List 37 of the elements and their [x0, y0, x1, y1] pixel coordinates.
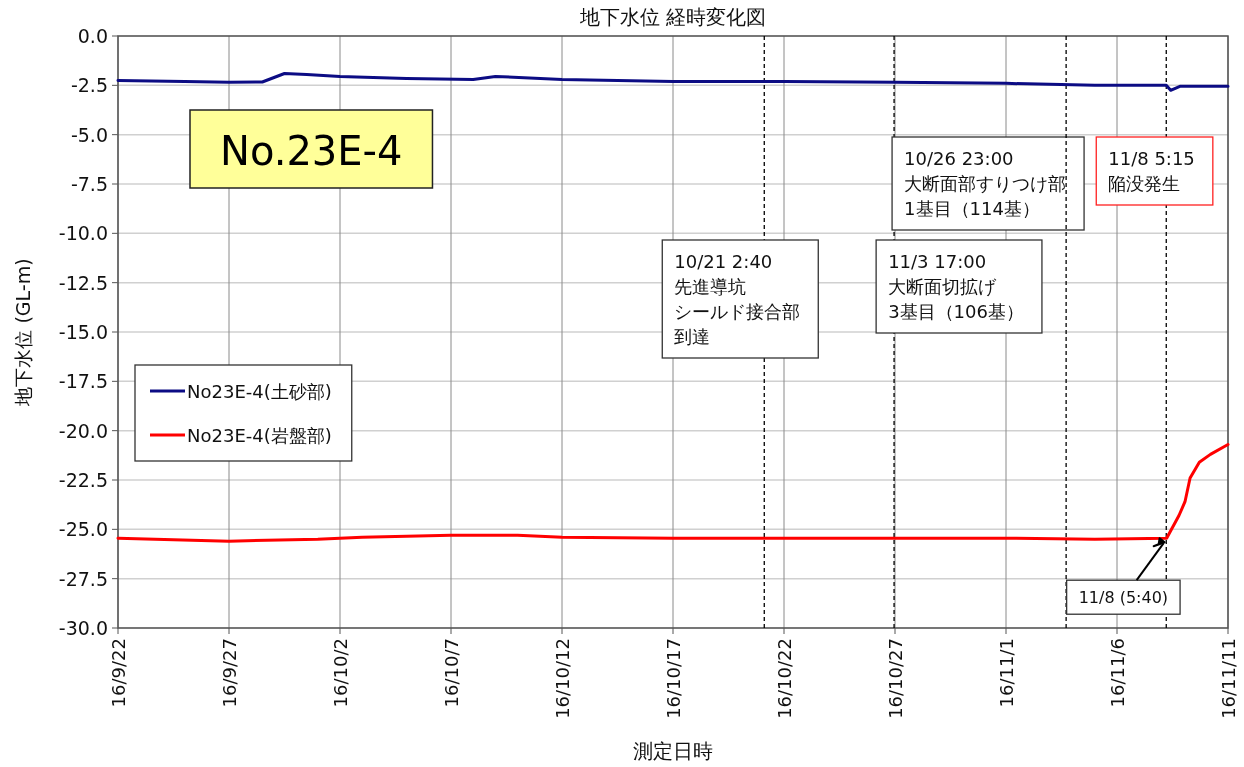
y-tick-label: -17.5 — [58, 370, 108, 393]
x-axis-title: 測定日時 — [633, 739, 713, 763]
x-tick-label: 16/9/22 — [108, 638, 129, 708]
x-tick-label: 16/10/22 — [774, 638, 795, 719]
annotation: 11/8 (5:40) — [1066, 537, 1181, 615]
chart-title: 地下水位 経時変化図 — [578, 5, 767, 29]
y-tick-label: -22.5 — [58, 469, 108, 491]
y-tick-label: -15.0 — [58, 321, 108, 343]
y-tick-label: -2.5 — [70, 74, 108, 97]
ref-line-label: 10/21 2:40 先進導坑シールド接合部到達 — [674, 251, 801, 347]
ref-line-label: 11/8 5:15 陥没発生 — [1108, 148, 1195, 194]
x-tick-label: 16/10/12 — [552, 638, 573, 719]
y-tick-label: -12.5 — [58, 271, 108, 294]
y-tick-label: 0.0 — [77, 25, 108, 47]
annotation: No.23E-4 — [220, 128, 403, 174]
x-tick-label: 16/10/7 — [441, 638, 462, 708]
x-tick-label: 16/10/2 — [330, 638, 351, 708]
annotation: 11/8 (5:40) — [1078, 588, 1169, 608]
legend-label: No23E-4(土砂部) — [187, 381, 332, 402]
legend-label: No23E-4(岩盤部) — [187, 425, 332, 446]
x-tick-label: 16/10/27 — [885, 638, 906, 719]
x-tick-label: 16/9/27 — [219, 638, 240, 708]
y-tick-label: -27.5 — [58, 567, 108, 590]
ref-line-label: 10/26 23:00 大断面部すりつけ部 1基目（114基） — [904, 148, 1067, 219]
y-tick-label: -7.5 — [70, 173, 108, 195]
y-tick-label: -10.0 — [58, 222, 108, 245]
x-tick-label: 16/11/6 — [1107, 638, 1128, 708]
y-tick-label: -25.0 — [58, 518, 108, 541]
x-tick-label: 16/10/17 — [663, 638, 684, 719]
y-tick-label: -30.0 — [58, 617, 108, 639]
y-axis-title: 地下水位 (GL-m) — [12, 258, 34, 407]
x-tick-label: 16/11/1 — [996, 638, 1017, 708]
y-tick-label: -5.0 — [70, 123, 108, 146]
y-tick-label: -20.0 — [58, 419, 108, 442]
annotation: No.23E-4 — [189, 109, 434, 189]
x-tick-label: 16/11/11 — [1218, 638, 1239, 719]
ref-line-label: 11/3 17:00 大断面切拡げ 3基目（106基） — [888, 251, 1024, 322]
